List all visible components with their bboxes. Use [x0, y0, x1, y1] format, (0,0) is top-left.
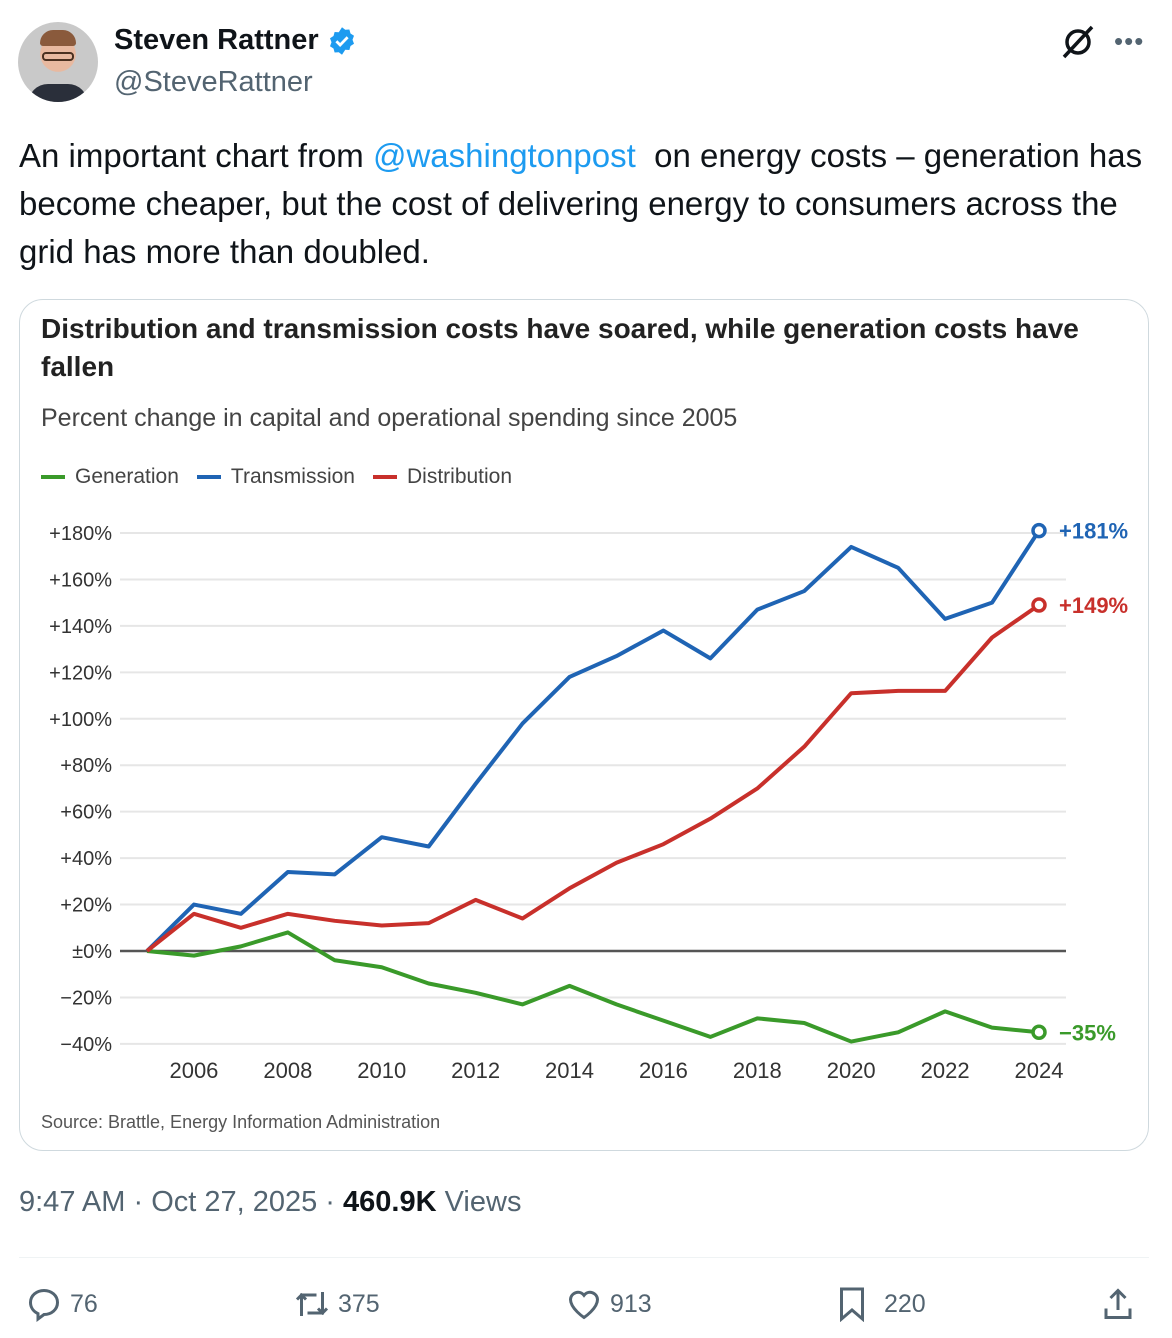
reply-button[interactable]: 76 — [26, 1286, 98, 1322]
more-options-icon[interactable]: ••• — [1114, 26, 1145, 56]
legend-item-transmission: Transmission — [196, 465, 355, 489]
tweet-date[interactable]: Oct 27, 2025 — [151, 1186, 318, 1218]
bookmark-button[interactable]: 220 — [834, 1286, 926, 1322]
series-line-transmission — [145, 529, 1041, 953]
author-name-row[interactable]: Steven Rattner — [114, 24, 357, 57]
tweet-text: An important chart from @washingtonpost … — [19, 132, 1159, 276]
series-line-distribution — [145, 603, 1041, 953]
x-tick-label: 2018 — [733, 1058, 782, 1083]
bookmark-icon — [840, 1287, 864, 1322]
legend-item-distribution: Distribution — [373, 465, 512, 489]
x-tick-label: 2020 — [827, 1058, 876, 1083]
x-tick-label: 2014 — [545, 1058, 594, 1083]
author-avatar[interactable] — [18, 22, 98, 102]
y-tick-label: +60% — [60, 802, 112, 824]
mention-link[interactable]: @washingtonpost — [372, 137, 636, 174]
author-handle[interactable]: @SteveRattner — [114, 66, 313, 98]
tweet-time[interactable]: 9:47 AM — [19, 1186, 126, 1218]
chart-title: Distribution and transmission costs have… — [41, 313, 1079, 382]
y-tick-label: +80% — [60, 755, 112, 777]
end-label-transmission: +181% — [1059, 519, 1128, 544]
end-point-transmission — [1031, 522, 1047, 539]
y-tick-label: +40% — [60, 848, 112, 870]
end-label-distribution: +149% — [1059, 593, 1128, 618]
x-tick-label: 2008 — [263, 1058, 312, 1083]
chart-image[interactable]: +180% +160% +140% +120% +100% +80% +60% +40% +20… — [19, 299, 1149, 1151]
share-icon — [1104, 1288, 1132, 1319]
repost-count: 375 — [338, 1289, 380, 1318]
y-tick-label: +160% — [49, 569, 112, 591]
x-tick-label: 2010 — [357, 1058, 406, 1083]
line-chart: +180% +160% +140% +120% +100% +80% +60% +40% +20… — [49, 519, 1128, 1083]
bookmark-count: 220 — [884, 1289, 926, 1318]
y-tick-label: −20% — [60, 987, 112, 1009]
repost-icon — [295, 1292, 329, 1316]
y-tick-label: ±0% — [72, 941, 112, 963]
divider — [19, 1257, 1149, 1258]
y-tick-label: +120% — [49, 662, 112, 684]
y-tick-label: −40% — [60, 1034, 112, 1056]
reply-icon — [28, 1288, 60, 1322]
y-tick-label: +140% — [49, 616, 112, 638]
x-tick-label: 2022 — [921, 1058, 970, 1083]
repost-button[interactable]: 375 — [294, 1286, 380, 1322]
chart-subtitle: Percent change in capital and operationa… — [41, 404, 738, 432]
heart-icon — [568, 1290, 600, 1320]
chart-source: Source: Brattle, Energy Information Admi… — [41, 1112, 441, 1132]
tweet-text-before: An important chart from — [19, 137, 373, 174]
end-label-generation: −35% — [1059, 1020, 1116, 1045]
grok-icon[interactable] — [1060, 24, 1096, 60]
y-tick-label: +180% — [49, 523, 112, 545]
x-tick-label: 2012 — [451, 1058, 500, 1083]
tweet-meta: 9:47 AM · Oct 27, 2025 · 460.9K Views — [19, 1186, 522, 1218]
like-count: 913 — [610, 1289, 652, 1318]
end-point-distribution — [1031, 597, 1047, 613]
author-name[interactable]: Steven Rattner — [114, 24, 319, 56]
verified-badge-icon — [329, 26, 354, 55]
y-tick-label: +100% — [49, 709, 112, 731]
views-count: 460.9K — [343, 1186, 437, 1218]
end-point-generation — [1031, 1024, 1047, 1041]
legend-item-generation: Generation — [41, 465, 179, 489]
like-button[interactable]: 913 — [566, 1286, 652, 1322]
x-tick-label: 2006 — [169, 1058, 218, 1083]
x-tick-label: 2024 — [1015, 1058, 1064, 1083]
x-tick-label: 2016 — [639, 1058, 688, 1083]
reply-count: 76 — [70, 1289, 98, 1318]
series-line-generation — [146, 930, 1040, 1044]
tweet-text-after: on energy costs – generation has become … — [19, 137, 1152, 270]
y-tick-label: +20% — [60, 895, 112, 917]
chart-legend: Generation Transmission Distribution — [41, 465, 512, 489]
share-button[interactable] — [1100, 1286, 1136, 1322]
views-label: Views — [444, 1186, 522, 1218]
